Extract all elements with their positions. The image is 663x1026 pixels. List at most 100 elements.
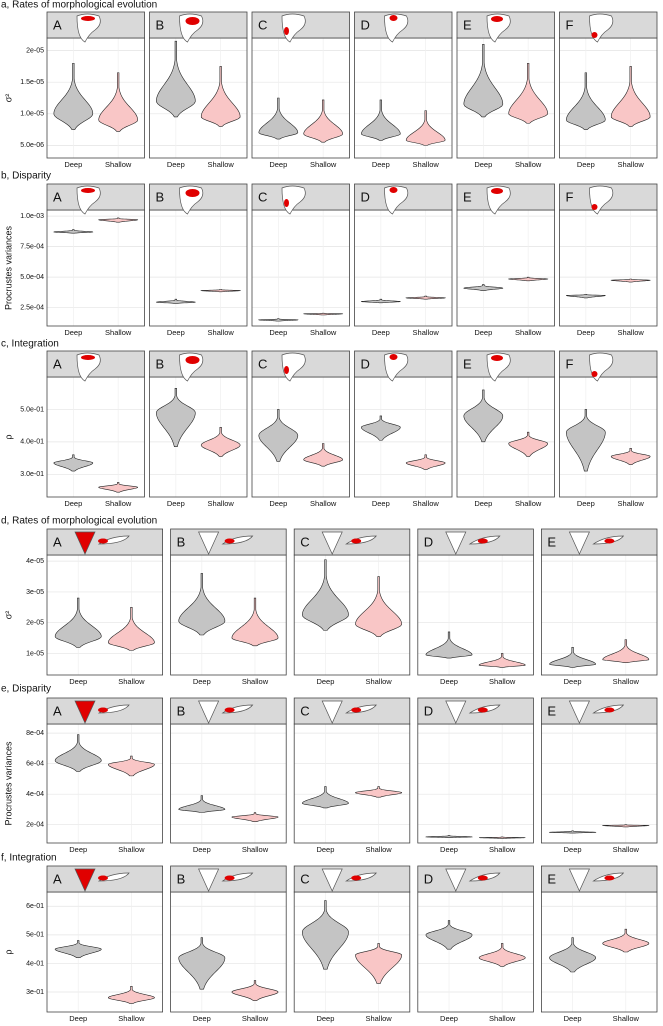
y-tick-label: 7.5e-04 [20,243,44,250]
x-tick-label: Deep [167,160,185,169]
x-tick-label: Deep [316,1014,334,1023]
x-tick-label: Shallow [618,499,645,508]
violin [302,900,349,970]
x-tick-label: Shallow [365,1014,392,1023]
y-tick-label: 6e-04 [26,761,44,768]
x-tick-label: Shallow [413,328,440,337]
region-highlight [477,875,488,881]
violin [463,389,504,443]
y-tick-label: 1e-05 [26,650,44,657]
y-tick-label: 5e-01 [26,932,44,939]
panel-label: C [258,189,267,204]
y-tick-label: 5.0e-04 [20,274,44,281]
y-tick-label: 5.0e-01 [20,406,44,413]
x-tick-label: Shallow [613,845,640,854]
region-highlight [477,707,488,713]
x-tick-label: Deep [372,160,390,169]
violin [610,66,651,127]
x-tick-label: Shallow [105,328,132,337]
jaw-icon [445,700,467,724]
violin [54,940,102,959]
violin [478,653,526,668]
y-axis-label: σ² [3,94,13,103]
x-tick-label: Shallow [365,845,392,854]
region-highlight [284,27,289,35]
y-tick-label: 3.0e-01 [20,471,44,478]
violin [200,66,241,127]
violin [507,276,549,282]
y-tick-label: 1.5e-05 [20,79,44,86]
region-highlight [591,32,598,38]
violin [508,62,548,124]
violin [303,443,343,467]
panel-label: C [258,356,267,371]
x-tick-label: Deep [564,845,582,854]
panel-label: E [463,17,472,32]
region-highlight [491,16,503,22]
jaw-icon [321,531,343,555]
violin [258,409,299,462]
x-tick-label: Deep [577,499,595,508]
panel-label: C [300,703,309,718]
panel-background [47,210,145,326]
region-highlight [604,538,615,544]
x-tick-label: Deep [64,499,82,508]
x-tick-label: Shallow [618,328,645,337]
x-tick-label: Deep [64,160,82,169]
violin [98,482,139,493]
panel-background [47,38,145,158]
region-highlight [185,356,200,364]
panel-label: A [53,189,62,204]
x-tick-label: Shallow [118,677,145,686]
violin [425,631,473,659]
violin [478,836,526,839]
x-tick-label: Deep [577,328,595,337]
panel-background [541,724,657,843]
violin [301,786,349,809]
region-highlight [98,538,108,544]
row-title: b, Disparity [1,171,51,182]
y-tick-label: 2.5e-04 [20,305,44,312]
x-tick-label: Shallow [618,160,645,169]
violin [53,62,94,130]
violin [54,597,102,648]
x-tick-label: Deep [316,677,334,686]
violin [566,409,606,472]
violin [610,448,651,465]
violin [355,786,403,798]
region-highlight [591,204,598,210]
x-tick-label: Shallow [515,160,542,169]
skull-icon [76,352,101,382]
x-tick-label: Deep [167,499,185,508]
x-tick-label: Deep [440,677,458,686]
panel-background [417,724,534,843]
violin [602,824,650,828]
region-highlight [81,16,95,21]
violin [549,937,597,973]
violin [107,755,155,777]
panel-label: D [424,703,433,718]
region-highlight [491,355,503,361]
panel-label: B [177,534,186,549]
y-tick-label: 1.0e-05 [20,111,44,118]
panel-background [170,724,287,843]
x-tick-label: Shallow [515,328,542,337]
panel-label: D [361,356,370,371]
x-tick-label: Deep [193,677,211,686]
x-tick-label: Deep [474,160,492,169]
panel-label: D [424,534,433,549]
jaw-icon [445,531,467,555]
x-tick-label: Shallow [613,1014,640,1023]
x-tick-label: Deep [269,499,287,508]
violin [156,388,196,448]
region-highlight [81,188,95,193]
panel-label: F [566,17,574,32]
violin [463,284,504,291]
violin [425,920,473,950]
x-tick-label: Shallow [365,677,392,686]
x-tick-label: Deep [564,1014,582,1023]
x-tick-label: Shallow [242,845,269,854]
region-highlight [351,538,362,544]
panel-background [47,377,145,497]
x-tick-label: Shallow [242,677,269,686]
